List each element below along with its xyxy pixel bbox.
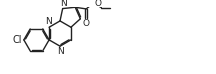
Text: N: N (60, 0, 67, 8)
Text: O: O (83, 19, 90, 28)
Text: O: O (94, 0, 101, 8)
Text: Cl: Cl (13, 35, 22, 45)
Text: N: N (57, 47, 63, 56)
Text: N: N (45, 17, 52, 26)
